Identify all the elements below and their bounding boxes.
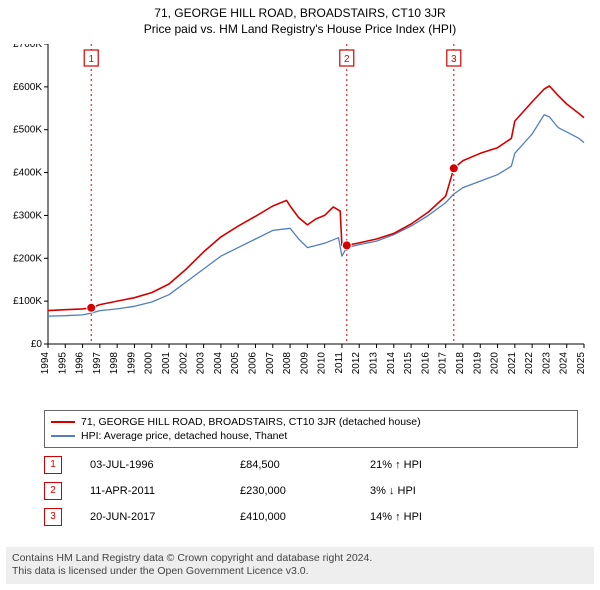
svg-text:2012: 2012 bbox=[351, 352, 362, 375]
svg-text:2017: 2017 bbox=[438, 352, 449, 375]
chart-svg: £0 £100K £200K £300K £400K £500K £600K £700K 199… bbox=[0, 44, 600, 404]
svg-text:2023: 2023 bbox=[541, 352, 552, 375]
svg-text:2022: 2022 bbox=[524, 352, 535, 375]
footer-line2: This data is licensed under the Open Gov… bbox=[12, 565, 588, 579]
svg-text:£400K: £400K bbox=[13, 168, 42, 179]
footer-attribution: Contains HM Land Registry data © Crown c… bbox=[6, 547, 594, 584]
svg-text:1: 1 bbox=[88, 54, 94, 65]
legend-box: 71, GEORGE HILL ROAD, BROADSTAIRS, CT10 … bbox=[44, 410, 578, 448]
events-table: 1 03-JUL-1996£84,50021% ↑ HPI 2 11-APR-2011… bbox=[44, 452, 564, 530]
svg-text:2011: 2011 bbox=[334, 352, 345, 374]
svg-text:2013: 2013 bbox=[369, 352, 380, 375]
event-price: £84,500 bbox=[240, 452, 370, 478]
event-marker-icon: 1 bbox=[44, 456, 62, 474]
legend-row: HPI: Average price, detached house, Than… bbox=[51, 429, 571, 443]
legend-label: 71, GEORGE HILL ROAD, BROADSTAIRS, CT10 … bbox=[81, 416, 421, 428]
event-pct: 3% ↓ HPI bbox=[370, 478, 564, 504]
svg-text:£700K: £700K bbox=[13, 44, 42, 50]
svg-text:2000: 2000 bbox=[144, 352, 155, 375]
svg-text:2009: 2009 bbox=[299, 352, 310, 375]
svg-text:£500K: £500K bbox=[13, 125, 42, 136]
legend-swatch bbox=[51, 421, 75, 423]
svg-text:2002: 2002 bbox=[178, 352, 189, 375]
event-row: 2 11-APR-2011£230,0003% ↓ HPI bbox=[44, 478, 564, 504]
event-date: 20-JUN-2017 bbox=[90, 504, 240, 530]
svg-text:1998: 1998 bbox=[109, 352, 120, 375]
footer-line1: Contains HM Land Registry data © Crown c… bbox=[12, 552, 588, 566]
event-marker-icon: 3 bbox=[44, 508, 62, 526]
event-date: 11-APR-2011 bbox=[90, 478, 240, 504]
svg-text:2014: 2014 bbox=[386, 352, 397, 375]
svg-text:2019: 2019 bbox=[472, 352, 483, 375]
svg-text:2005: 2005 bbox=[230, 352, 241, 375]
svg-text:2010: 2010 bbox=[317, 352, 328, 375]
chart-title-line2: Price paid vs. HM Land Registry's House … bbox=[0, 22, 600, 36]
event-price: £230,000 bbox=[240, 478, 370, 504]
event-row: 3 20-JUN-2017£410,00014% ↑ HPI bbox=[44, 504, 564, 530]
svg-text:2008: 2008 bbox=[282, 352, 293, 375]
chart-titles: 71, GEORGE HILL ROAD, BROADSTAIRS, CT10 … bbox=[0, 0, 600, 36]
svg-text:2018: 2018 bbox=[455, 352, 466, 375]
svg-text:2006: 2006 bbox=[247, 352, 258, 375]
svg-text:£300K: £300K bbox=[13, 210, 42, 221]
event-marker-icon: 2 bbox=[44, 482, 62, 500]
event-row: 1 03-JUL-1996£84,50021% ↑ HPI bbox=[44, 452, 564, 478]
event-date: 03-JUL-1996 bbox=[90, 452, 240, 478]
svg-text:2003: 2003 bbox=[196, 352, 207, 375]
svg-text:1994: 1994 bbox=[40, 352, 51, 375]
event-pct: 21% ↑ HPI bbox=[370, 452, 564, 478]
svg-text:1999: 1999 bbox=[126, 352, 137, 375]
svg-text:2004: 2004 bbox=[213, 352, 224, 375]
svg-text:1995: 1995 bbox=[57, 352, 68, 375]
event-pct: 14% ↑ HPI bbox=[370, 504, 564, 530]
svg-text:2025: 2025 bbox=[576, 352, 587, 375]
svg-text:2021: 2021 bbox=[507, 352, 518, 375]
svg-text:£100K: £100K bbox=[13, 296, 42, 307]
svg-text:£0: £0 bbox=[31, 339, 43, 350]
svg-text:1996: 1996 bbox=[75, 352, 86, 375]
svg-text:1997: 1997 bbox=[92, 352, 103, 375]
legend-label: HPI: Average price, detached house, Than… bbox=[81, 430, 287, 442]
svg-text:2020: 2020 bbox=[490, 352, 501, 375]
legend-row: 71, GEORGE HILL ROAD, BROADSTAIRS, CT10 … bbox=[51, 415, 571, 429]
legend-swatch bbox=[51, 435, 75, 437]
chart-area: £0 £100K £200K £300K £400K £500K £600K £700K 199… bbox=[0, 44, 600, 409]
svg-text:£200K: £200K bbox=[13, 253, 42, 264]
svg-text:2001: 2001 bbox=[161, 352, 172, 375]
event-price: £410,000 bbox=[240, 504, 370, 530]
svg-text:2024: 2024 bbox=[559, 352, 570, 375]
svg-text:2015: 2015 bbox=[403, 352, 414, 375]
svg-text:2: 2 bbox=[344, 54, 350, 65]
svg-text:3: 3 bbox=[451, 54, 457, 65]
svg-text:2007: 2007 bbox=[265, 352, 276, 375]
chart-title-line1: 71, GEORGE HILL ROAD, BROADSTAIRS, CT10 … bbox=[0, 6, 600, 20]
svg-text:£600K: £600K bbox=[13, 82, 42, 93]
svg-text:2016: 2016 bbox=[420, 352, 431, 375]
